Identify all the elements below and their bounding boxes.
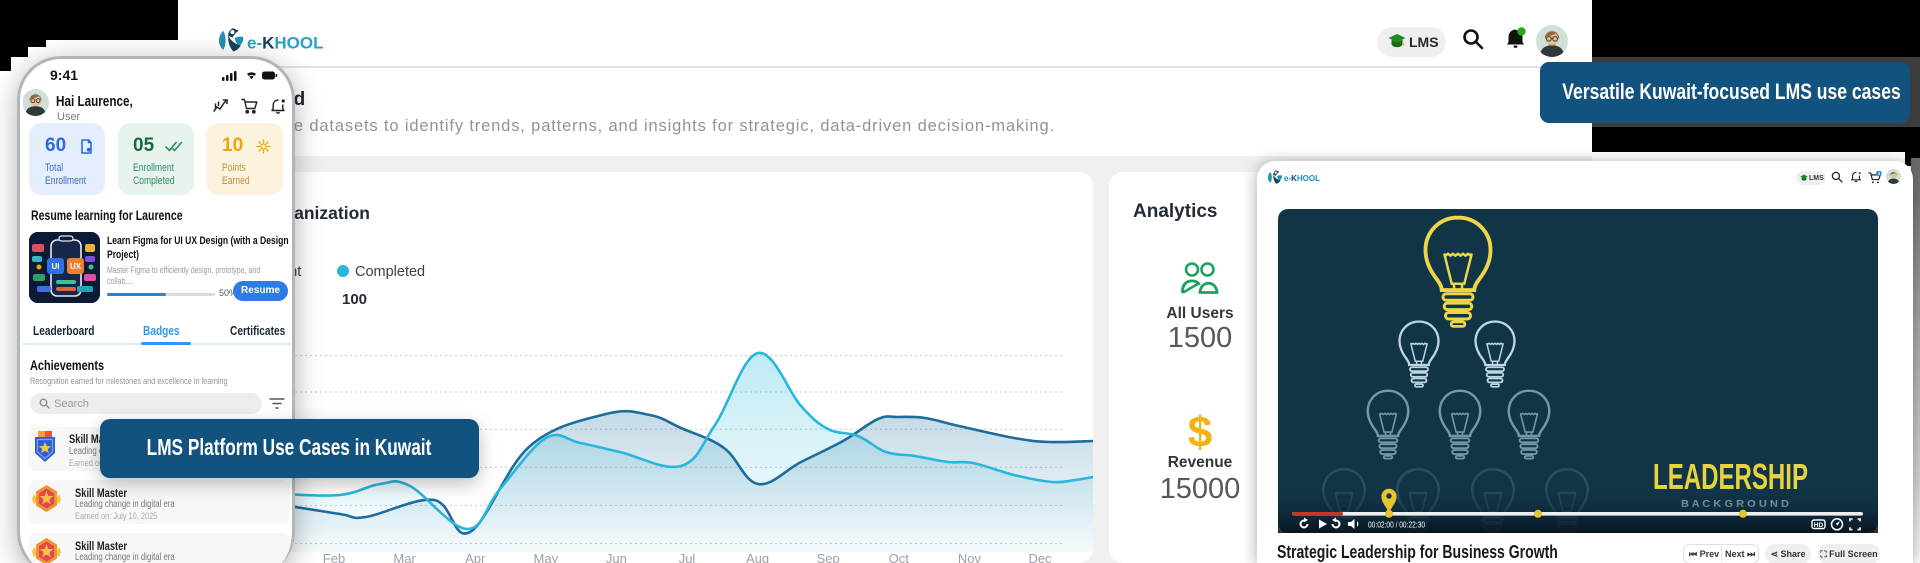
svg-text:Sep: Sep — [817, 551, 840, 563]
svg-text:00:02:00 / 00:22:30: 00:02:00 / 00:22:30 — [1368, 520, 1425, 530]
svg-text:Oct: Oct — [889, 551, 910, 563]
svg-text:e-KHOOL: e-KHOOL — [1284, 174, 1320, 183]
svg-text:Feb: Feb — [323, 551, 345, 563]
svg-text:Jun: Jun — [606, 551, 627, 563]
svg-text:Jul: Jul — [679, 551, 696, 563]
svg-text:Apr: Apr — [465, 551, 486, 563]
svg-text:Mar: Mar — [393, 551, 416, 563]
svg-text:UX: UX — [70, 262, 82, 271]
svg-text:3: 3 — [1878, 171, 1881, 176]
svg-text:HD: HD — [1814, 522, 1824, 529]
svg-text:Nov: Nov — [958, 551, 982, 563]
svg-text:May: May — [534, 551, 559, 563]
svg-text:UI: UI — [52, 262, 60, 271]
svg-text:Dec: Dec — [1028, 551, 1052, 563]
svg-text:e-KHOOL: e-KHOOL — [247, 34, 324, 53]
svg-text:Aug: Aug — [746, 551, 769, 563]
